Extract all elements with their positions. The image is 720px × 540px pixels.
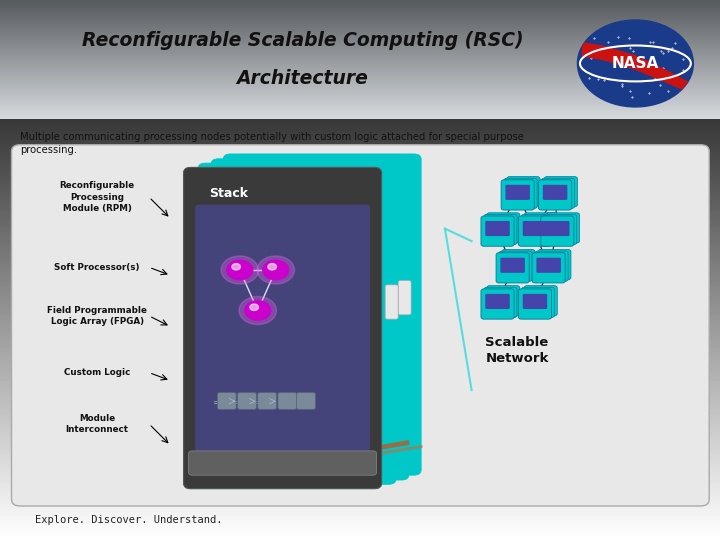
FancyBboxPatch shape [481,216,514,246]
FancyBboxPatch shape [385,285,398,319]
FancyBboxPatch shape [278,393,297,409]
FancyBboxPatch shape [505,185,530,200]
FancyBboxPatch shape [198,163,396,484]
FancyBboxPatch shape [524,213,557,243]
FancyBboxPatch shape [484,287,517,318]
FancyBboxPatch shape [541,216,574,246]
FancyBboxPatch shape [521,287,554,318]
FancyBboxPatch shape [223,154,421,475]
Circle shape [257,256,294,284]
FancyBboxPatch shape [500,258,525,273]
Polygon shape [582,43,688,92]
FancyBboxPatch shape [485,294,510,309]
FancyBboxPatch shape [545,221,570,236]
FancyBboxPatch shape [211,159,409,480]
FancyBboxPatch shape [544,214,577,245]
Text: Multiple communicating processing nodes potentially with custom logic attached f: Multiple communicating processing nodes … [20,132,524,155]
Text: NASA: NASA [612,56,659,71]
FancyBboxPatch shape [184,167,382,489]
FancyBboxPatch shape [481,289,514,319]
FancyBboxPatch shape [487,213,520,243]
FancyBboxPatch shape [499,251,532,281]
FancyBboxPatch shape [487,286,520,316]
Circle shape [268,264,276,270]
FancyBboxPatch shape [518,216,552,246]
FancyBboxPatch shape [195,205,370,451]
FancyBboxPatch shape [543,185,567,200]
FancyBboxPatch shape [538,249,571,280]
FancyBboxPatch shape [398,281,411,315]
Circle shape [232,264,240,270]
FancyBboxPatch shape [544,177,577,207]
FancyBboxPatch shape [0,0,720,119]
Circle shape [577,20,693,107]
Text: Custom Logic: Custom Logic [64,368,130,377]
Text: Module
Interconnect: Module Interconnect [66,414,129,434]
FancyBboxPatch shape [496,253,529,283]
FancyBboxPatch shape [184,167,382,489]
FancyBboxPatch shape [297,393,315,409]
FancyBboxPatch shape [535,251,568,281]
FancyBboxPatch shape [521,214,554,245]
FancyBboxPatch shape [546,213,580,243]
FancyBboxPatch shape [12,145,709,506]
Circle shape [221,256,258,284]
Text: Field Programmable
Logic Array (FPGA): Field Programmable Logic Array (FPGA) [48,306,147,326]
Text: Architecture: Architecture [236,69,369,88]
FancyBboxPatch shape [258,393,276,409]
FancyBboxPatch shape [518,289,552,319]
FancyBboxPatch shape [189,451,377,475]
FancyBboxPatch shape [502,249,535,280]
Circle shape [263,260,289,280]
FancyBboxPatch shape [539,180,572,210]
FancyBboxPatch shape [484,214,517,245]
FancyBboxPatch shape [536,258,561,273]
FancyBboxPatch shape [217,393,236,409]
Text: Reconfigurable Scalable Computing (RSC): Reconfigurable Scalable Computing (RSC) [81,31,523,50]
Circle shape [250,304,258,310]
FancyBboxPatch shape [541,178,575,208]
FancyBboxPatch shape [523,221,547,236]
Text: Scalable
Network: Scalable Network [485,336,549,366]
Text: Explore. Discover. Understand.: Explore. Discover. Understand. [35,515,222,525]
FancyBboxPatch shape [524,286,557,316]
FancyBboxPatch shape [501,180,534,210]
FancyBboxPatch shape [532,253,565,283]
FancyBboxPatch shape [504,178,537,208]
FancyBboxPatch shape [238,393,256,409]
Circle shape [239,296,276,325]
Text: Reconfigurable
Processing
Module (RPM): Reconfigurable Processing Module (RPM) [60,181,135,213]
Circle shape [245,301,271,320]
FancyBboxPatch shape [523,294,547,309]
Circle shape [227,260,253,280]
FancyBboxPatch shape [507,177,540,207]
Text: Stack: Stack [209,187,248,200]
Text: Soft Processor(s): Soft Processor(s) [55,263,140,272]
FancyBboxPatch shape [485,221,510,236]
